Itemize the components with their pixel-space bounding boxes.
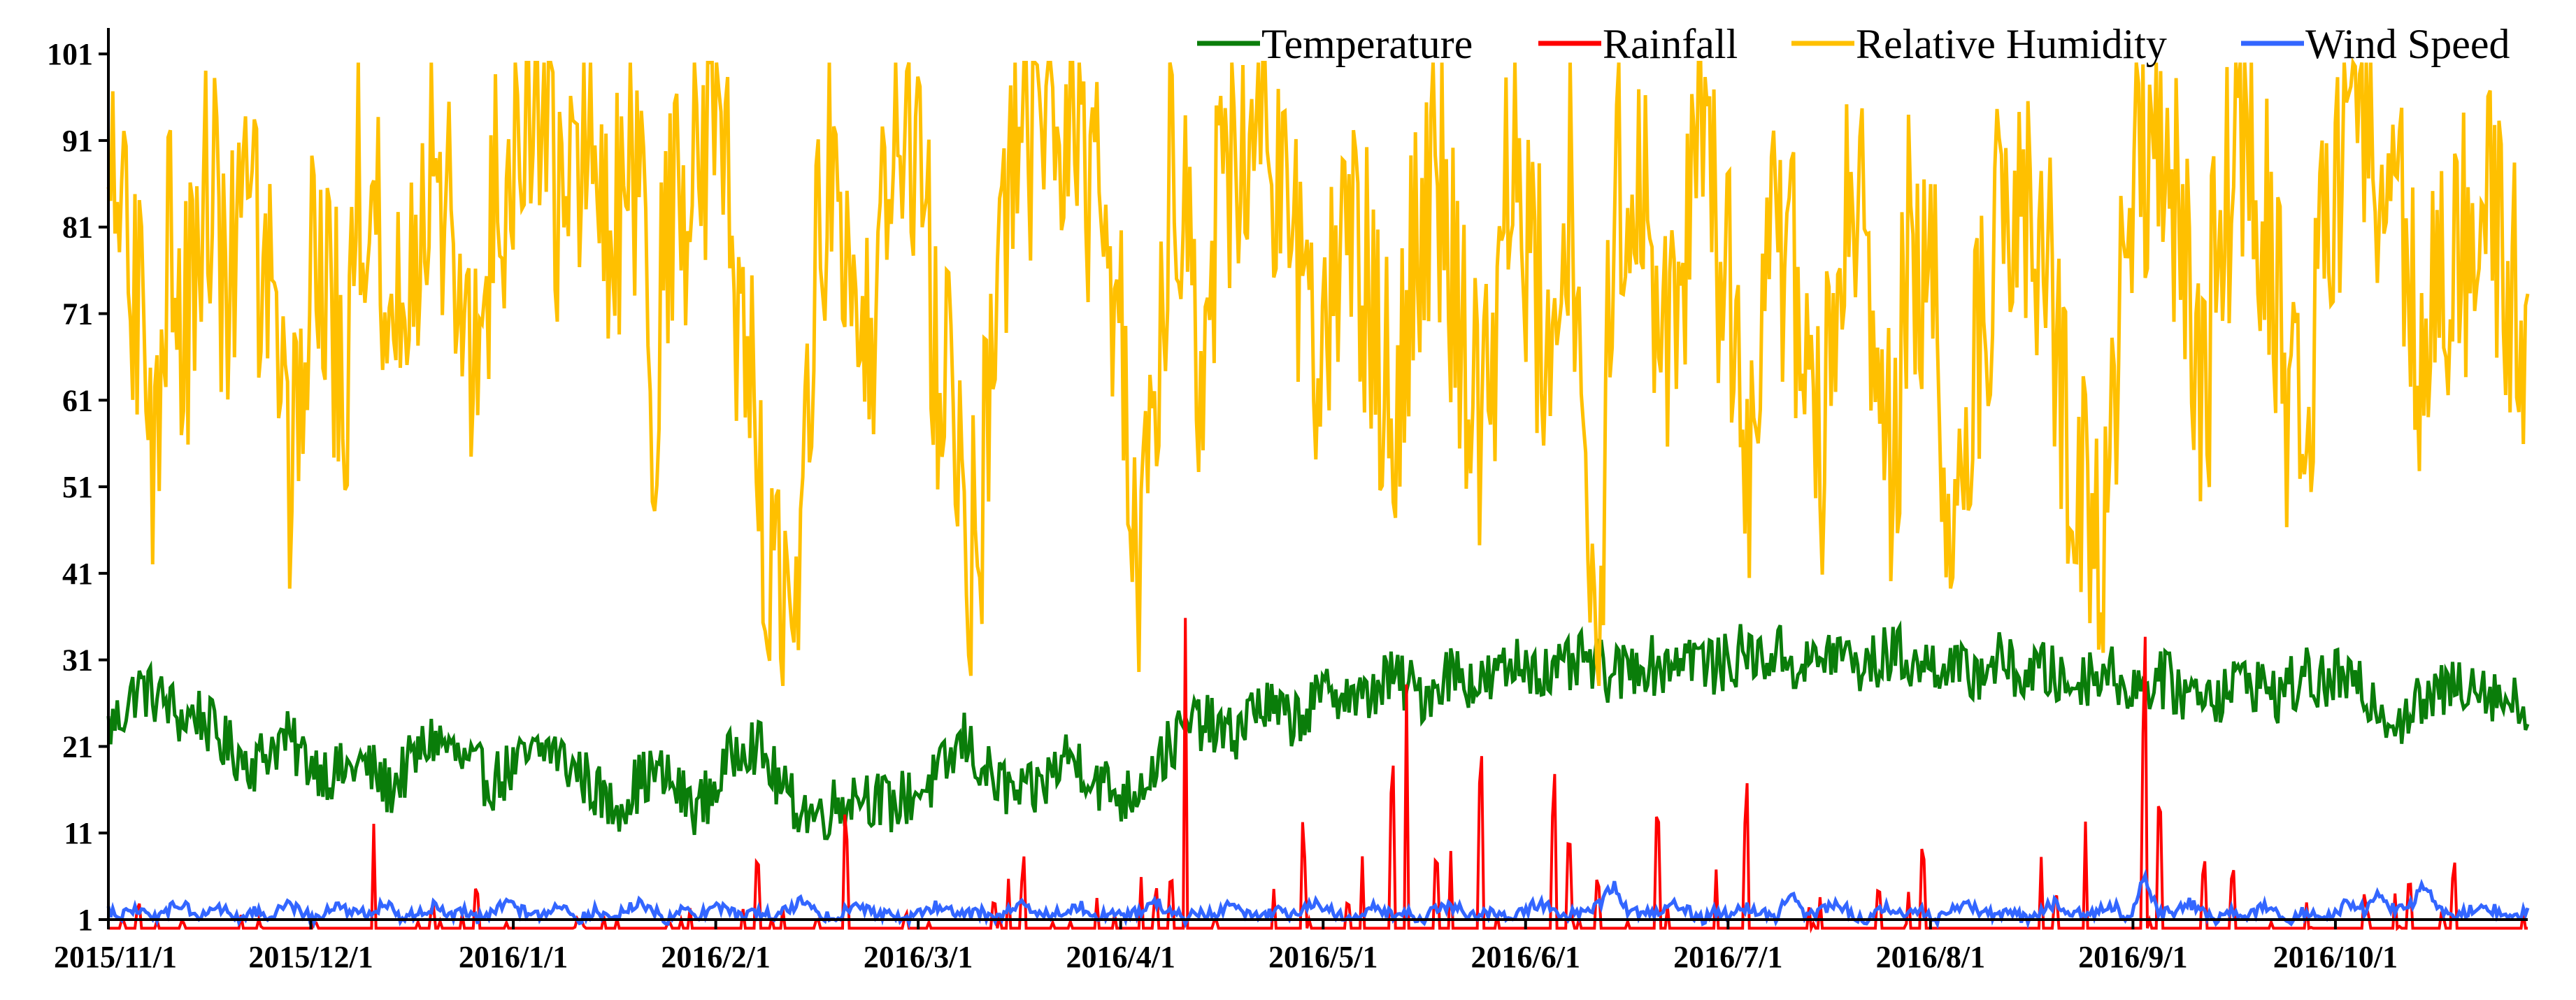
x-tick-label: 2016/10/1 — [2273, 940, 2398, 974]
y-tick-label: 91 — [62, 124, 93, 158]
y-tick-label: 51 — [62, 470, 93, 504]
y-tick-label: 71 — [62, 297, 93, 331]
series-line-wind-speed — [106, 869, 2530, 929]
x-tick-label: 2016/3/1 — [864, 940, 973, 974]
legend-label-relative-humidity: Relative Humidity — [1856, 21, 2167, 67]
x-tick-label: 2016/4/1 — [1066, 940, 1175, 974]
series-line-relative-humidity — [106, 57, 2530, 687]
y-tick-label: 41 — [62, 557, 93, 591]
x-tick-label: 2016/5/1 — [1268, 940, 1378, 974]
y-tick-label: 81 — [62, 210, 93, 245]
x-tick-label: 2016/7/1 — [1673, 940, 1782, 974]
x-tick-label: 2015/11/1 — [54, 940, 177, 974]
y-tick-label: 61 — [62, 383, 93, 417]
x-tick-label: 2016/1/1 — [459, 940, 568, 974]
series-line-rainfall — [108, 617, 2528, 934]
legend-label-wind-speed: Wind Speed — [2305, 21, 2510, 67]
legend: Temperature Rainfall Relative Humidity Wind… — [1197, 21, 2510, 67]
y-tick-label: 101 — [47, 37, 93, 71]
y-tick-label: 31 — [62, 643, 93, 678]
x-tick-label: 2016/6/1 — [1471, 940, 1580, 974]
legend-label-rainfall: Rainfall — [1603, 21, 1738, 67]
y-tick-label: 21 — [62, 729, 93, 764]
x-tick-label: 2016/2/1 — [661, 940, 770, 974]
x-tick-label: 2016/9/1 — [2078, 940, 2187, 974]
legend-label-temperature: Temperature — [1261, 21, 1473, 67]
series-layer — [106, 57, 2530, 934]
x-tick-label: 2016/8/1 — [1876, 940, 1985, 974]
y-tick-label: 1 — [78, 903, 93, 937]
y-tick-label: 11 — [64, 816, 93, 850]
series-line-temperature — [106, 620, 2530, 841]
x-tick-label: 2015/12/1 — [248, 940, 373, 974]
